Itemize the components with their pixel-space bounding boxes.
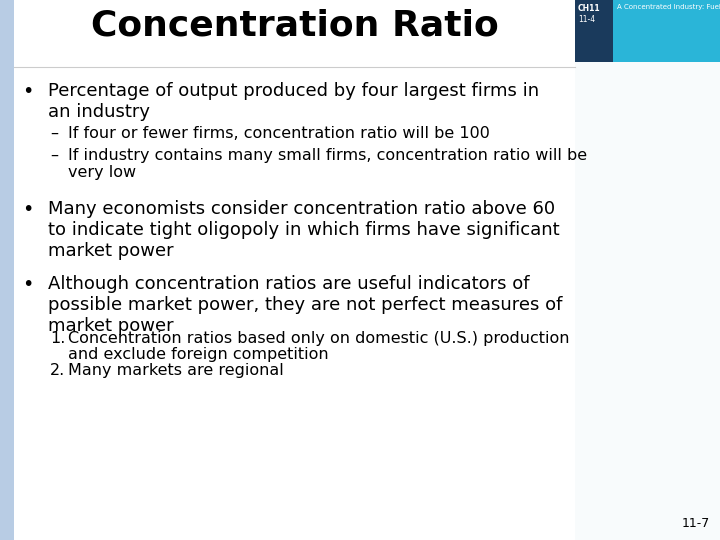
Text: •: •	[22, 275, 33, 294]
Bar	[0, 0, 14, 540]
Text: Concentration Ratio: Concentration Ratio	[91, 8, 498, 42]
Text: •: •	[22, 82, 33, 101]
Text: and exclude foreign competition: and exclude foreign competition	[68, 347, 328, 362]
Text: If four or fewer firms, concentration ratio will be 100: If four or fewer firms, concentration ra…	[68, 126, 490, 141]
Text: –: –	[50, 126, 58, 141]
Text: Concentration ratios based only on domestic (U.S.) production: Concentration ratios based only on domes…	[68, 331, 570, 346]
Text: If industry contains many small firms, concentration ratio will be
very low: If industry contains many small firms, c…	[68, 148, 587, 180]
Text: Many markets are regional: Many markets are regional	[68, 363, 284, 378]
Bar	[575, 0, 613, 62]
Text: 2.: 2.	[50, 363, 66, 378]
Text: –: –	[50, 148, 58, 163]
Text: 11-7: 11-7	[682, 517, 710, 530]
Bar	[575, 0, 720, 62]
Text: •: •	[22, 200, 33, 219]
Text: Many economists consider concentration ratio above 60
to indicate tight oligopol: Many economists consider concentration r…	[48, 200, 559, 260]
Text: 1.: 1.	[50, 331, 66, 346]
Text: Although concentration ratios are useful indicators of
possible market power, th: Although concentration ratios are useful…	[48, 275, 562, 335]
Text: Percentage of output produced by four largest firms in
an industry: Percentage of output produced by four la…	[48, 82, 539, 121]
Text: A Concentrated Industry: Fuel-Fed: A Concentrated Industry: Fuel-Fed	[617, 4, 720, 10]
Text: 11-4: 11-4	[578, 15, 595, 24]
Text: CH11: CH11	[578, 4, 600, 13]
Bar	[575, 62, 720, 540]
